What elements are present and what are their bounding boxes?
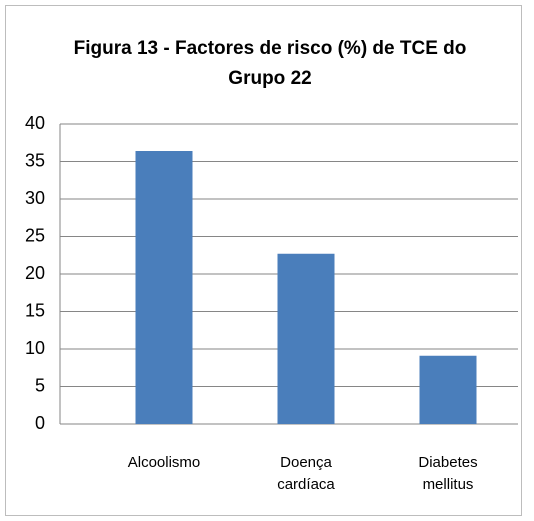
y-tick-label: 15 (25, 300, 45, 320)
bar (135, 151, 193, 424)
y-tick-label: 10 (25, 338, 45, 358)
y-tick-label: 40 (25, 113, 45, 133)
y-tick-label: 20 (25, 263, 45, 283)
bar (419, 355, 477, 424)
x-tick-label: Alcoolismo (127, 454, 201, 471)
y-tick-label: 0 (35, 413, 45, 433)
y-tick-label: 35 (25, 150, 45, 170)
y-tick-label: 25 (25, 225, 45, 245)
y-tick-label: 30 (25, 188, 45, 208)
chart-frame (5, 5, 522, 516)
bar (277, 253, 335, 424)
x-tick-label: Diabetes mellitus (418, 454, 478, 493)
chart-title: Figura 13 - Factores de risco (%) de TCE… (73, 38, 467, 89)
y-tick-label: 5 (35, 375, 45, 395)
x-tick-label: Doença cardíaca (277, 454, 335, 493)
